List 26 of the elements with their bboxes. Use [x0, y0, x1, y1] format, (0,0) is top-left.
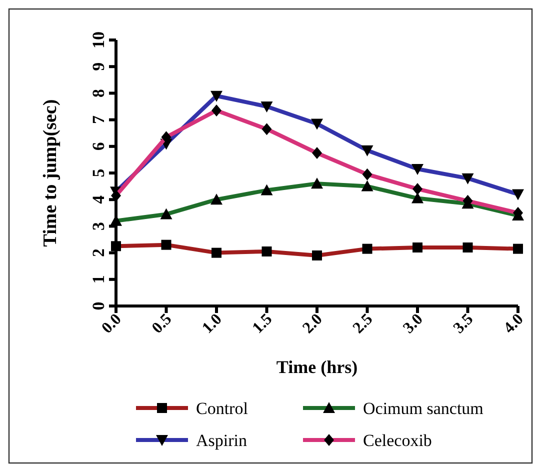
x-tick-label: 0.5 — [148, 310, 176, 337]
y-tick-label: 3 — [89, 222, 108, 230]
x-tick-label: 1.0 — [199, 310, 226, 337]
y-tick-label: 2 — [89, 248, 108, 258]
y-tick-label: 10 — [89, 32, 108, 48]
legend-label: Control — [196, 399, 248, 418]
y-tick-label: 7 — [89, 115, 108, 124]
y-tick-label: 6 — [89, 142, 108, 151]
y-axis-title: Time to jump(sec) — [40, 99, 61, 247]
y-tick-label: 1 — [89, 275, 108, 284]
legend-label: Aspirin — [196, 431, 248, 450]
x-tick-label: 1.5 — [249, 310, 276, 337]
y-tick-label: 8 — [89, 88, 108, 98]
y-tick-label: 0 — [89, 302, 108, 310]
x-tick-label: 2.5 — [350, 310, 376, 337]
x-tick-label: 3.0 — [400, 310, 426, 337]
legend-label: Celecoxib — [363, 431, 432, 450]
x-tick-label: 4.0 — [500, 310, 527, 337]
x-tick-label: 0.0 — [98, 310, 125, 337]
x-tick-label: 3.5 — [450, 310, 477, 337]
legend-label: Ocimum sanctum — [363, 399, 484, 418]
y-tick-label: 5 — [89, 168, 108, 178]
x-axis-title: Time (hrs) — [276, 357, 358, 377]
y-tick-label: 9 — [89, 62, 108, 71]
x-tick-label: 2.0 — [300, 310, 326, 337]
y-tick-label: 4 — [89, 194, 108, 204]
